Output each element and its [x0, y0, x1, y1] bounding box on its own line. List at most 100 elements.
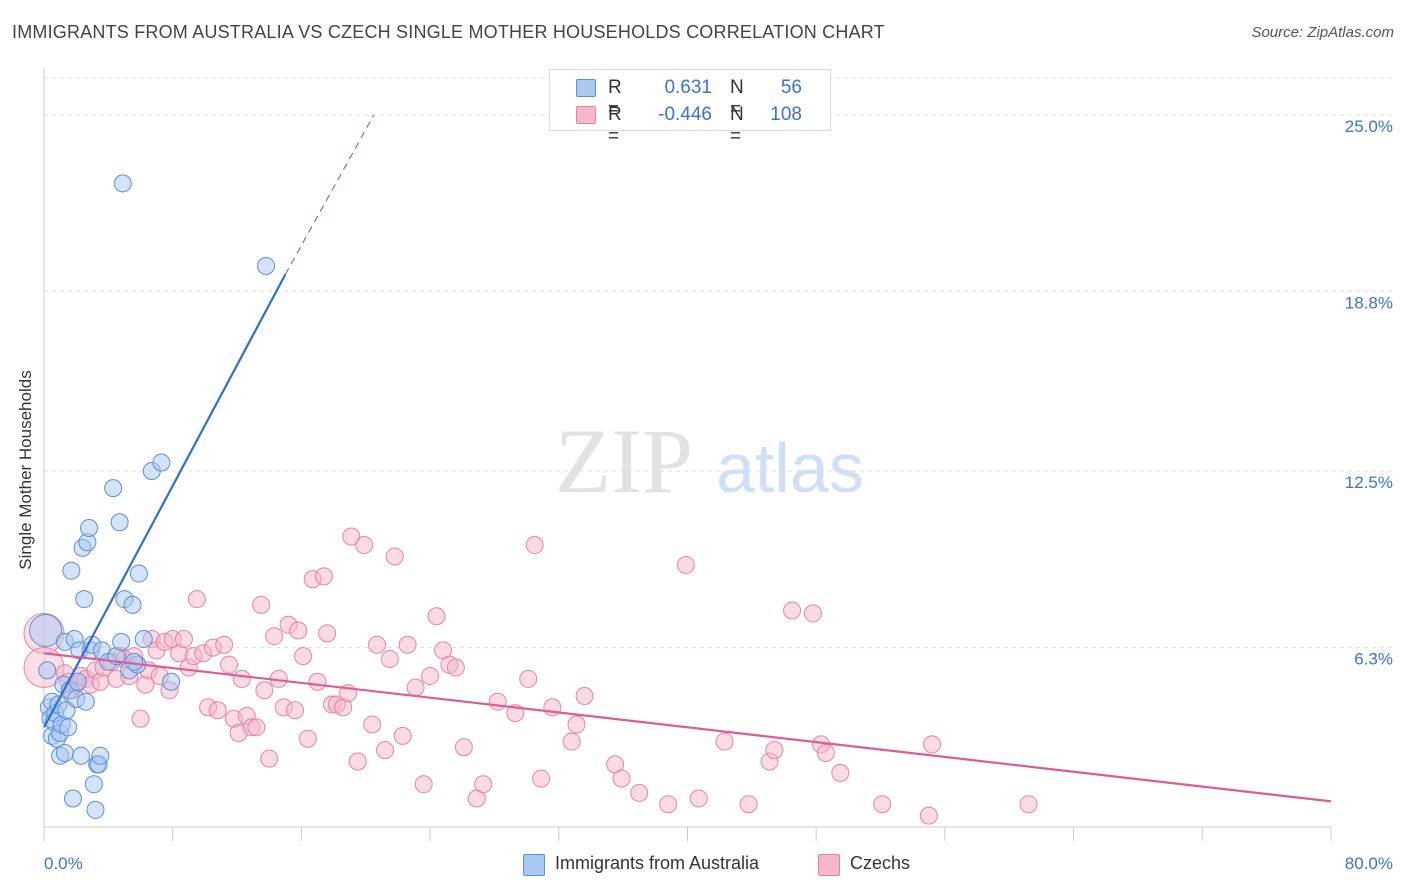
r-value: -0.446 [658, 104, 712, 125]
czechs-point [265, 627, 284, 646]
australia-point [63, 789, 82, 808]
australia-point [123, 595, 142, 614]
czechs-point [368, 635, 387, 654]
czechs-point [308, 672, 327, 691]
australia-point [104, 479, 123, 498]
n-value: 56 [780, 77, 802, 98]
australia-point [72, 746, 91, 765]
czechs-point [519, 669, 538, 688]
czechs-point [393, 726, 412, 745]
australia-point [86, 800, 105, 819]
czechs-point [575, 686, 594, 705]
czechs-point [873, 795, 892, 814]
czechs-point [562, 732, 581, 751]
czechs-point [260, 749, 279, 768]
czechs-point [255, 681, 274, 700]
y-tick-label: 18.8% [1345, 294, 1393, 313]
czechs-point [783, 601, 802, 620]
czechs-point [659, 795, 678, 814]
australia-point [29, 613, 63, 647]
czechs-point [363, 715, 382, 734]
czechs-point [318, 624, 337, 643]
czechs-point [630, 783, 649, 802]
correlation-stats-box: R = 0.631 N = 56 R = -0.446 N = 108 [549, 69, 831, 147]
czechs-point [739, 795, 758, 814]
czechs-point [398, 635, 417, 654]
czechs-point [446, 658, 465, 677]
legend-swatch-czechs [818, 854, 840, 876]
czechs-point [803, 604, 822, 623]
czechs-point [414, 775, 433, 794]
n-value: 108 [770, 104, 802, 125]
y-axis-label: Single Mother Households [16, 370, 35, 570]
czechs-point [355, 536, 374, 555]
legend-label: Immigrants from Australia [555, 853, 760, 873]
czechs-point [174, 630, 193, 649]
legend-label: Czechs [850, 853, 911, 873]
australia-point [38, 661, 57, 680]
czechs-point [427, 607, 446, 626]
australia-point [152, 453, 171, 472]
czechs-point [220, 655, 239, 674]
australia-points [29, 174, 276, 819]
australia-trend-line [43, 273, 287, 728]
australia-point [55, 743, 74, 762]
czechs-point [252, 595, 271, 614]
czechs-point [314, 567, 333, 586]
czechs-point [1019, 795, 1038, 814]
chart-title: IMMIGRANTS FROM AUSTRALIA VS CZECH SINGL… [12, 22, 885, 42]
australia-point [162, 672, 181, 691]
australia-point [59, 718, 78, 737]
x-tick-label-max: 80.0% [1345, 854, 1393, 873]
australia-point [134, 630, 153, 649]
watermark: ZIP atlas [555, 410, 864, 512]
czechs-point [567, 715, 586, 734]
r-label: R = [608, 77, 622, 120]
australia-point [110, 513, 129, 532]
czechs-point [348, 752, 367, 771]
australia-point [91, 746, 110, 765]
czechs-point [380, 649, 399, 668]
stats-swatch-czechs [576, 106, 596, 124]
australia-point [76, 692, 95, 711]
czechs-point [816, 743, 835, 762]
czechs-point [919, 806, 938, 825]
australia-point [129, 564, 148, 583]
czechs-point [454, 738, 473, 757]
australia-point [62, 561, 81, 580]
czechs-point [421, 667, 440, 686]
czechs-point [247, 718, 266, 737]
czechs-point [689, 789, 708, 808]
czechs-point [831, 763, 850, 782]
y-tick-label: 6.3% [1354, 650, 1393, 669]
czechs-point [376, 741, 395, 760]
czechs-point [294, 647, 313, 666]
czechs-point [532, 769, 551, 788]
czechs-point [289, 621, 308, 640]
czechs-point [488, 692, 507, 711]
czechs-trend-line [43, 652, 1332, 803]
czechs-point [525, 536, 544, 555]
czechs-point [406, 678, 425, 697]
legend-swatch-australia [523, 854, 545, 876]
source-credit: Source: ZipAtlas.com [1251, 24, 1394, 41]
czechs-point [208, 701, 227, 720]
australia-point [113, 174, 132, 193]
australia-point [125, 652, 144, 671]
y-tick-label: 25.0% [1345, 117, 1393, 136]
grid-lines [44, 77, 1396, 649]
australia-point [84, 775, 103, 794]
watermark-zip: ZIP [555, 410, 693, 512]
czechs-point [131, 709, 150, 728]
n-label: N = [730, 104, 744, 147]
czechs-point [715, 732, 734, 751]
czechs-point [187, 590, 206, 609]
watermark-atlas: atlas [716, 429, 864, 507]
x-tick-label-min: 0.0% [44, 854, 83, 873]
n-label: N = [730, 77, 744, 120]
czechs-point [285, 701, 304, 720]
czechs-point [923, 735, 942, 754]
czechs-point [765, 741, 784, 760]
czechs-point [676, 555, 695, 574]
